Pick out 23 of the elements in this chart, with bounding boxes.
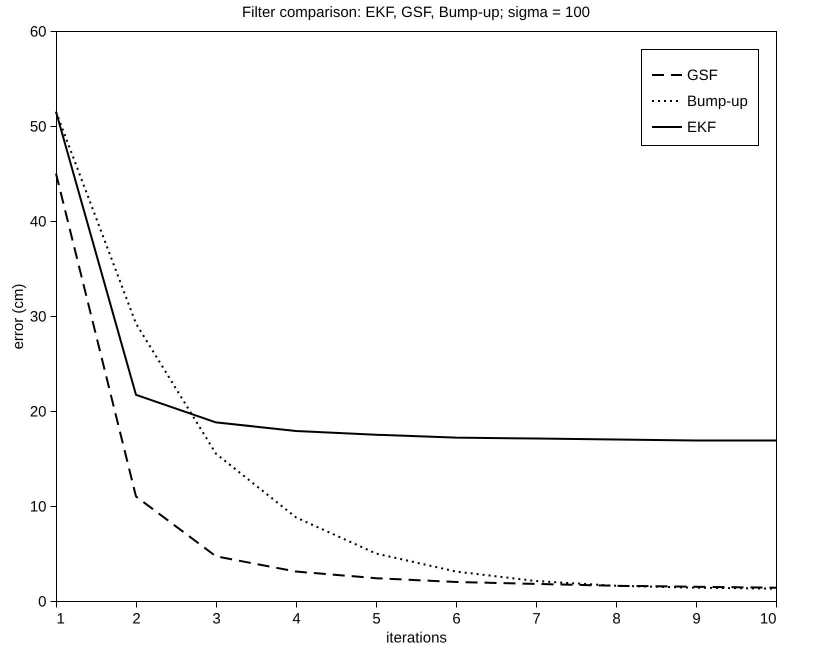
y-tick-label: 30 [30,308,46,326]
x-tick-label: 8 [612,610,621,628]
x-axis-title: iterations [386,630,447,646]
x-tick-label: 1 [56,610,65,628]
y-tick-label: 60 [30,24,46,40]
y-axis-title: error (cm) [10,284,27,350]
chart-title: Filter comparison: EKF, GSF, Bump-up; sigma = 100 [242,4,590,21]
x-tick-label: 9 [692,610,701,628]
x-tick-label: 3 [212,610,221,628]
y-tick-label: 20 [30,404,46,420]
legend-label: GSF [687,67,718,84]
x-tick-label: 4 [292,610,301,628]
y-tick-label: 40 [30,214,46,230]
x-tick-label: 10 [760,610,776,628]
x-tick-label: 7 [532,610,541,628]
y-tick-label: 10 [30,498,46,516]
x-tick-label: 2 [132,610,141,628]
legend-label: EKF [687,119,716,136]
y-tick-label: 0 [38,594,46,610]
y-tick-label: 50 [30,118,46,136]
x-tick-label: 6 [452,610,461,628]
legend-label: Bump-up [687,93,748,110]
x-tick-label: 5 [372,610,381,628]
